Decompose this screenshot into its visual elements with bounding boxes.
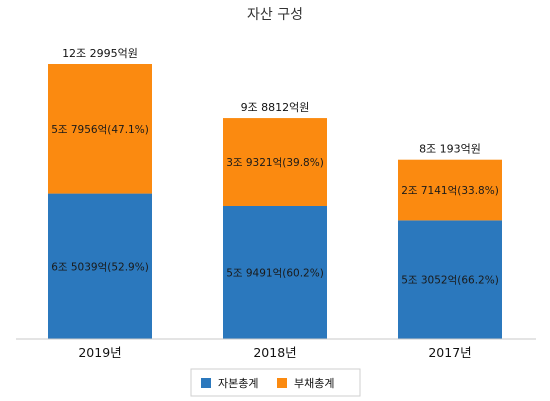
bars-layer <box>48 64 502 339</box>
segment-label-0-1: 5조 9491억(60.2%) <box>226 267 324 279</box>
total-label-0: 12조 2995억원 <box>62 47 138 60</box>
bar-liabilities-2 <box>398 159 502 221</box>
legend-swatch-0 <box>201 378 211 388</box>
chart-title: 자산 구성 <box>247 7 303 23</box>
legend-swatch-1 <box>277 378 287 388</box>
segment-label-1-1: 3조 9321억(39.8%) <box>226 157 324 169</box>
labels-layer: 6조 5039억(52.9%) 5조 7956억(47.1%) 12조 2995억원… <box>51 47 499 360</box>
category-label-2: 2017년 <box>428 345 471 360</box>
legend-label-0: 자본총계 <box>218 377 258 390</box>
bar-liabilities-1 <box>223 118 327 206</box>
total-label-2: 8조 193억원 <box>419 143 481 156</box>
segment-label-1-2: 2조 7141억(33.8%) <box>401 185 499 197</box>
segment-label-0-2: 5조 3052억(66.2%) <box>401 275 499 287</box>
legend: 자본총계 부채총계 <box>190 368 361 397</box>
category-label-1: 2018년 <box>253 345 296 360</box>
legend-items: 자본총계 부채총계 <box>201 377 334 390</box>
total-label-1: 9조 8812억원 <box>241 101 310 114</box>
bar-equity-0 <box>48 193 152 339</box>
legend-box <box>190 368 361 397</box>
segment-label-0-0: 6조 5039억(52.9%) <box>51 261 149 273</box>
bar-liabilities-0 <box>48 64 152 194</box>
bar-equity-1 <box>223 205 327 339</box>
bar-equity-2 <box>398 220 502 339</box>
category-label-0: 2019년 <box>78 345 121 360</box>
legend-label-1: 부채총계 <box>294 377 334 390</box>
segment-label-1-0: 5조 7956억(47.1%) <box>51 124 149 136</box>
